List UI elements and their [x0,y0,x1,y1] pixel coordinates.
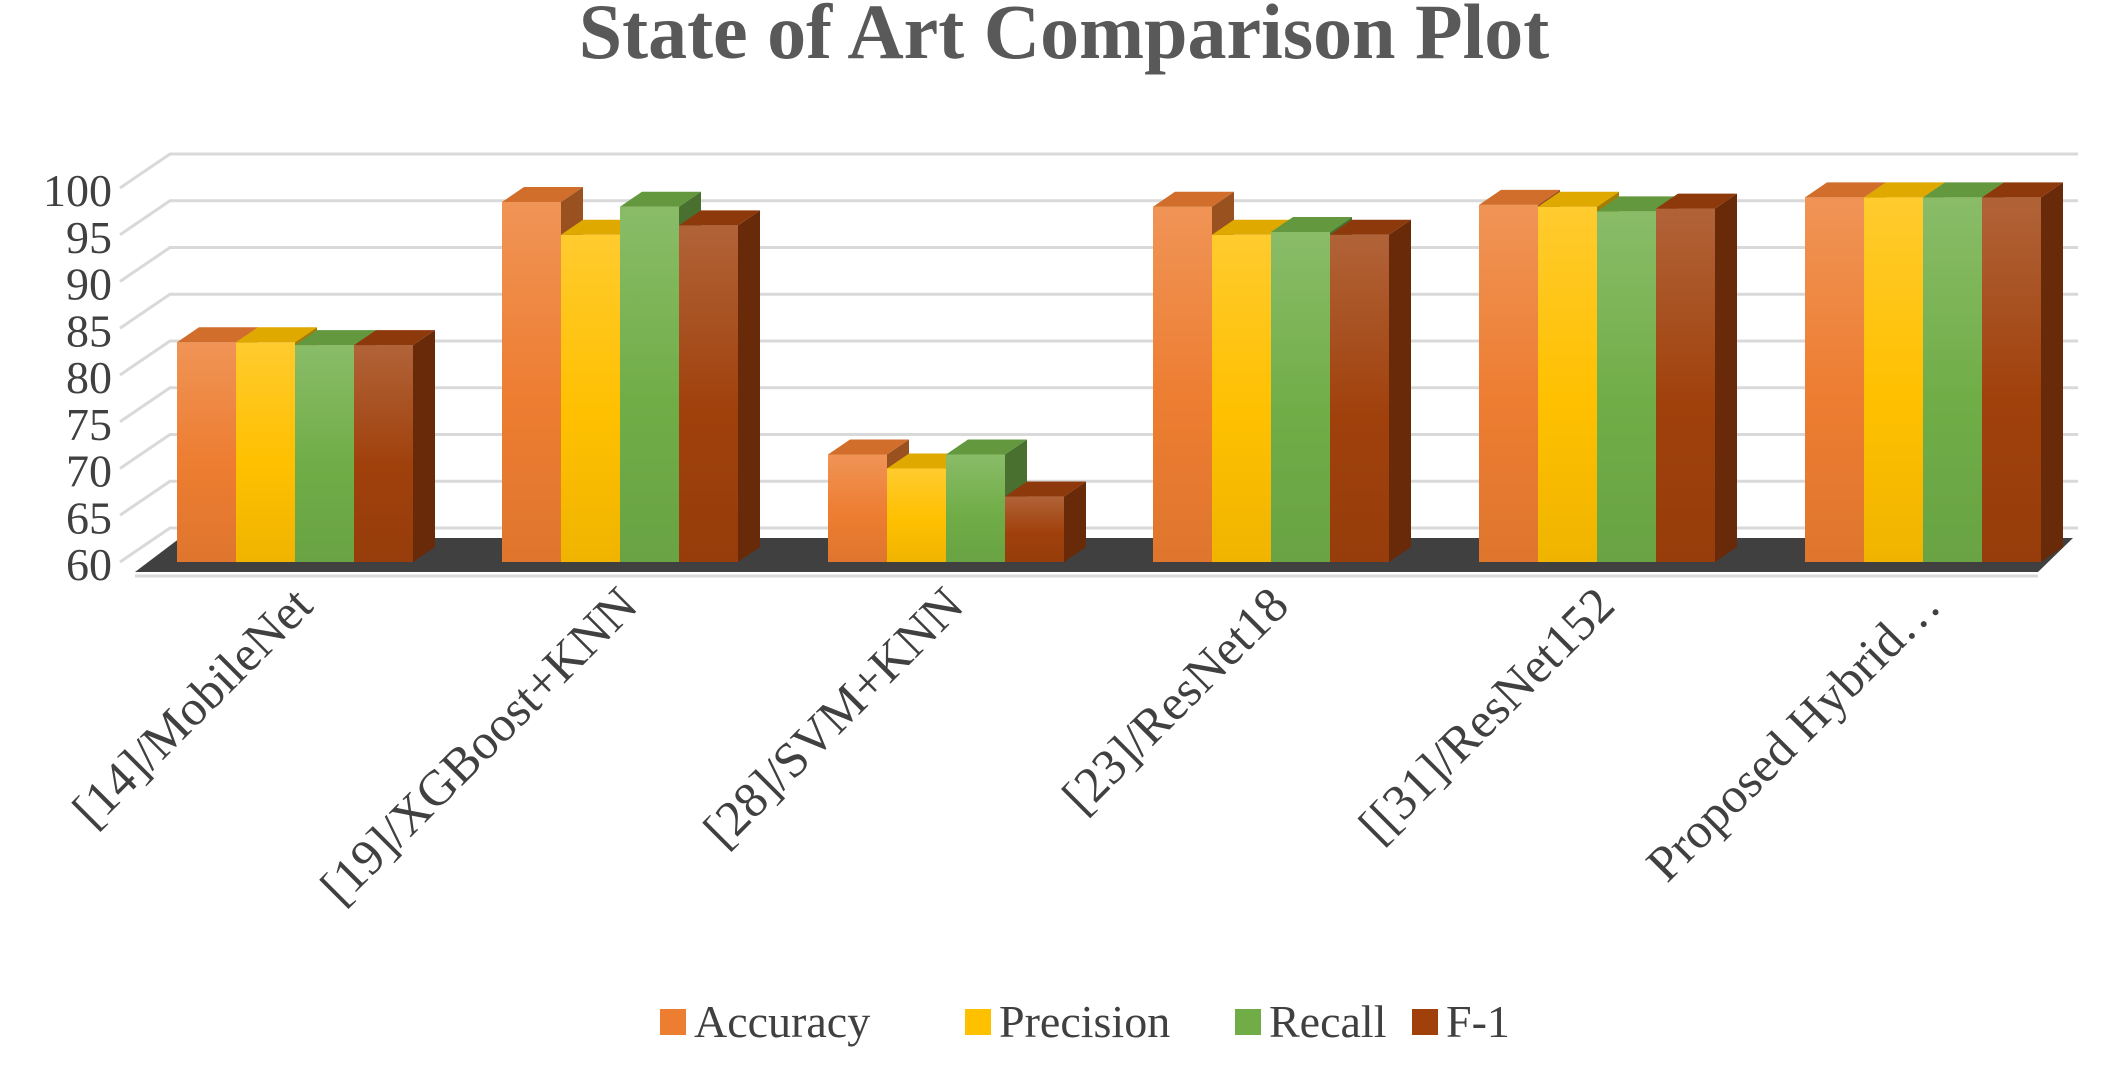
gridline [119,246,2078,283]
gridline [119,199,2078,236]
chart-title: State of Art Comparison Plot [579,0,1550,75]
y-tick-label: 65 [66,492,112,543]
x-tick-label: [28]/SVM+KNN [692,576,973,857]
gridline [119,479,2078,517]
legend-label: F-1 [1446,996,1510,1047]
y-tick-label: 80 [66,352,112,403]
legend-label: Accuracy [694,996,870,1047]
gridline [119,433,2078,470]
y-tick-label: 75 [66,399,112,450]
gridlines [119,152,2078,564]
bar [354,330,435,562]
x-axis: [14]/MobileNet[19]/XGBoost+KNN [28]/SVM+K… [61,576,1951,915]
x-tick-label: Proposed Hybrid… [1635,576,1951,892]
legend-label: Precision [999,996,1170,1047]
legend-item: Precision [965,996,1170,1047]
legend-item: Recall [1235,996,1387,1047]
legend-item: F-1 [1412,996,1510,1047]
bar [1656,193,1737,562]
bar [1330,219,1411,562]
legend-swatch [660,1009,686,1035]
bars [177,182,2063,562]
gridline [119,386,2078,423]
x-tick-label: [14]/MobileNet [61,576,323,838]
gridline [119,526,2078,564]
y-tick-label: 90 [66,259,112,310]
x-tick-label: [19]/XGBoost+KNN [309,576,647,914]
bar [679,210,760,562]
y-tick-label: 60 [66,539,112,590]
gridline [119,152,2078,190]
legend: Accuracy Precision Recall F-1 [660,996,1510,1047]
x-tick-label: [23]/ResNet18 [1051,576,1299,824]
x-tick-label: [[31]/ResNet152 [1348,576,1625,853]
legend-swatch [1412,1009,1438,1035]
legend-swatch [965,1009,991,1035]
y-tick-label: 95 [66,212,112,263]
bar [1005,481,1086,562]
y-tick-label: 85 [66,305,112,356]
y-tick-label: 100 [43,165,112,216]
y-tick-label: 70 [66,446,112,497]
gridline [119,292,2078,330]
bar [1982,182,2063,562]
gridline [119,339,2078,377]
legend-label: Recall [1269,996,1387,1047]
legend-swatch [1235,1009,1261,1035]
legend-item: Accuracy [660,996,870,1047]
